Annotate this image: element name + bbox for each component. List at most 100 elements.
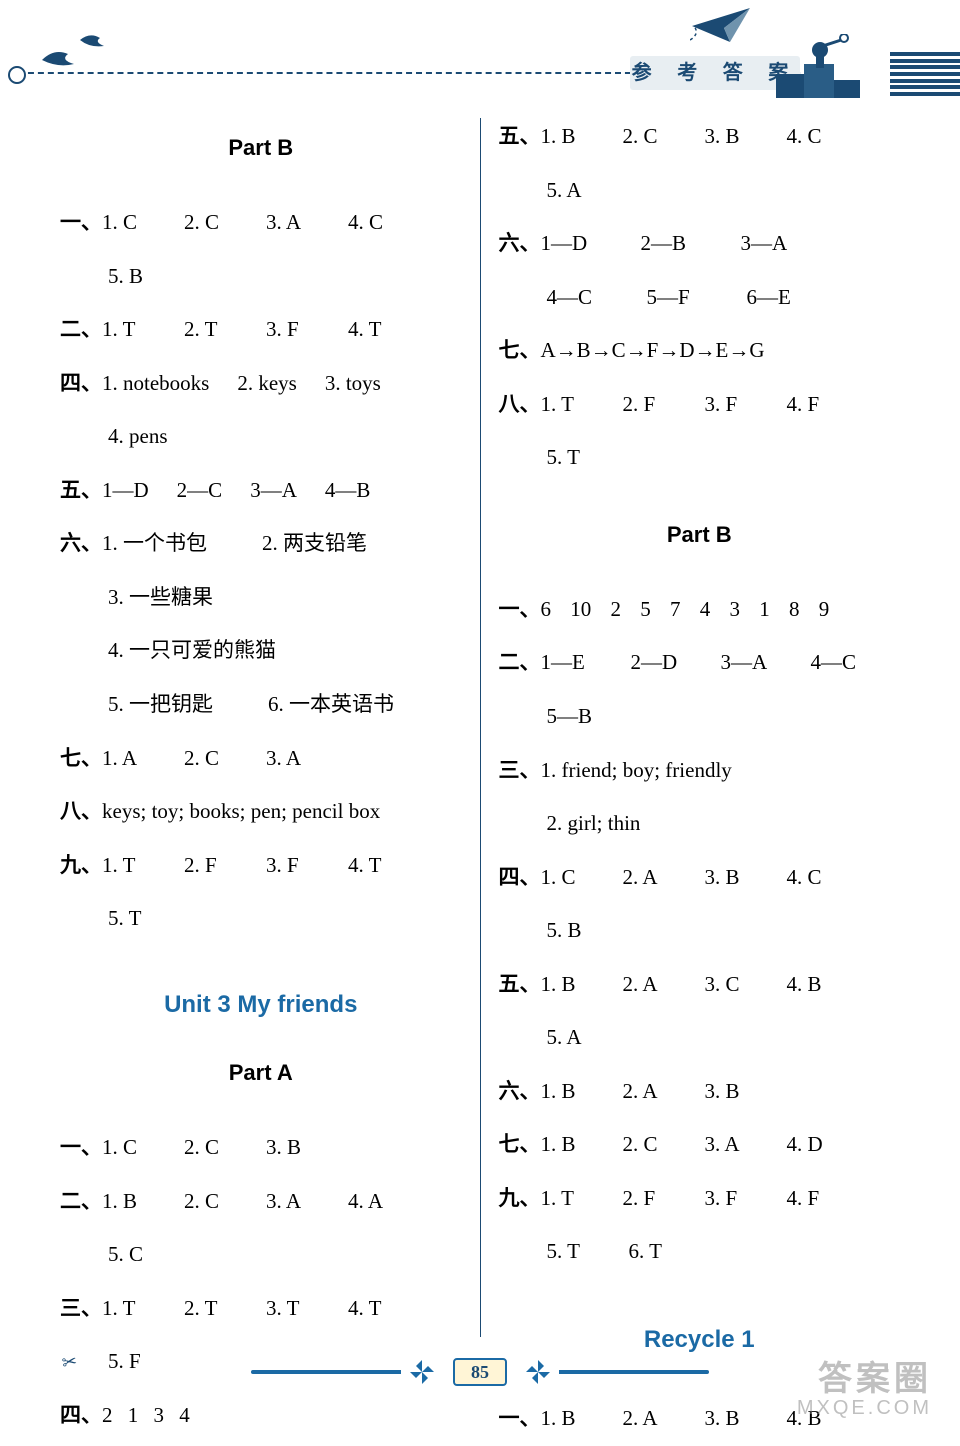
ans: 6. 一本英语书 — [268, 678, 422, 732]
ans: 3. A — [266, 732, 348, 786]
l-pb-4: 四、 1. notebooks 2. keys 3. toys — [60, 357, 462, 411]
pinwheel-right-icon — [523, 1357, 553, 1387]
ans: 2. A — [623, 851, 705, 905]
ans: 6—E — [747, 271, 819, 325]
birds-icon — [40, 30, 120, 70]
lead: 一、 — [60, 1121, 102, 1175]
ans: 5. A — [547, 1011, 610, 1065]
right-column: 五、 1. B 2. C 3. B 4. C 5. A 六、 1—D 2—B 3… — [481, 110, 901, 1337]
ans: 4. D — [787, 1118, 869, 1172]
r-pb-7: 七、 1. B 2. C 3. A 4. D — [499, 1118, 901, 1172]
ans: 2. C — [184, 1175, 266, 1229]
u3a-1: 一、 1. C 2. C 3. B — [60, 1121, 462, 1175]
ans: 3. T — [266, 1282, 348, 1336]
lead: 九、 — [499, 1172, 541, 1226]
ans: 1. friend; boy; friendly — [541, 744, 760, 798]
ans: 1—E — [541, 636, 631, 690]
ans: 3. A — [705, 1118, 787, 1172]
ans: 1. 一个书包 — [102, 517, 262, 571]
r-c-5b: 5. A — [499, 164, 901, 218]
lead: 八、 — [60, 785, 102, 839]
ans: 4. T — [348, 1282, 430, 1336]
lead: 七、 — [499, 1118, 541, 1172]
ans: 3. B — [266, 1121, 348, 1175]
ans: 3—A — [721, 636, 811, 690]
ans: 1. C — [541, 851, 623, 905]
ans: 2—C — [177, 464, 251, 518]
ans: 4—B — [325, 464, 399, 518]
ans: 2. C — [623, 1118, 705, 1172]
ans: 3. C — [705, 958, 787, 1012]
lead: 五、 — [499, 110, 541, 164]
ans: 1—D — [541, 217, 641, 271]
l-pb-6a: 六、 1. 一个书包 2. 两支铅笔 — [60, 517, 462, 571]
r-pb-5b: 5. A — [499, 1011, 901, 1065]
l-pb-9: 九、 1. T 2. F 3. F 4. T — [60, 839, 462, 893]
ans: 3. B — [705, 110, 787, 164]
ans: 3—A — [250, 464, 325, 518]
left-column: Part B 一、 1. C 2. C 3. A 4. C 5. B 二、 1.… — [60, 110, 480, 1337]
ans: 5—B — [547, 690, 621, 744]
ans: 5. B — [547, 904, 610, 958]
l-pb-4b: 4. pens — [60, 410, 462, 464]
ans: 4. T — [348, 303, 430, 357]
ans: 1. B — [541, 1392, 623, 1446]
r-c-8b: 5. T — [499, 431, 901, 485]
right-partb-title: Part B — [499, 507, 901, 563]
ans: 2. 两支铅笔 — [262, 517, 395, 571]
r-pb-3b: 2. girl; thin — [499, 797, 901, 851]
lead: 一、 — [60, 196, 102, 250]
ans: 2—B — [641, 217, 741, 271]
r-pb-2b: 5—B — [499, 690, 901, 744]
r-pb-5: 五、 1. B 2. A 3. C 4. B — [499, 958, 901, 1012]
ans: 3. B — [705, 851, 787, 905]
ans: 2. F — [623, 378, 705, 432]
lead: 六、 — [60, 517, 102, 571]
ans: 1. C — [102, 196, 184, 250]
ans: 2. F — [184, 839, 266, 893]
ans: 4. F — [787, 378, 869, 432]
pinwheel-left-icon — [407, 1357, 437, 1387]
r-pb-9: 九、 1. T 2. F 3. F 4. F — [499, 1172, 901, 1226]
l-pb-9b: 5. T — [60, 892, 462, 946]
r-pb-9b: 5. T 6. T — [499, 1225, 901, 1279]
ans: keys; toy; books; pen; pencil box — [102, 785, 408, 839]
ans: 4—C — [811, 636, 885, 690]
page-number: 85 — [453, 1358, 507, 1386]
ans: 4. C — [348, 196, 430, 250]
ans: 5. A — [547, 164, 610, 218]
ans: 2. C — [184, 196, 266, 250]
r-c-8: 八、 1. T 2. F 3. F 4. F — [499, 378, 901, 432]
ans: 2. C — [623, 110, 705, 164]
ans: 5. 一把钥匙 — [108, 678, 268, 732]
lead: 二、 — [499, 636, 541, 690]
ans: 1. notebooks — [102, 357, 237, 411]
watermark-line2: MXQE.COM — [797, 1398, 932, 1419]
l-pb-5: 五、 1—D 2—C 3—A 4—B — [60, 464, 462, 518]
r-c-7: 七、 A→B→C→F→D→E→G — [499, 324, 901, 378]
ans: 1. B — [102, 1175, 184, 1229]
ans: 2. A — [623, 1065, 705, 1119]
ans: 5. T — [547, 1225, 629, 1279]
r-c-5: 五、 1. B 2. C 3. B 4. C — [499, 110, 901, 164]
ans: 4. F — [787, 1172, 869, 1226]
ans: 3. A — [266, 1175, 348, 1229]
ans: 1. B — [541, 1065, 623, 1119]
lead: 五、 — [60, 464, 102, 518]
ans: 2. F — [623, 1172, 705, 1226]
ans: 3. F — [705, 378, 787, 432]
lead: 四、 — [60, 357, 102, 411]
watermark-line1: 答案圈 — [797, 1362, 932, 1398]
ans: 5. T — [108, 892, 169, 946]
ans: 4. C — [787, 110, 869, 164]
ans: 6 10 2 5 7 4 3 1 8 9 — [541, 583, 858, 637]
ans: 5. B — [108, 250, 171, 304]
r-pb-2: 二、 1—E 2—D 3—A 4—C — [499, 636, 901, 690]
l-pb-8: 八、 keys; toy; books; pen; pencil box — [60, 785, 462, 839]
u3a-2: 二、 1. B 2. C 3. A 4. A — [60, 1175, 462, 1229]
ans: 1. T — [541, 1172, 623, 1226]
l-pb-6c: 5. 一把钥匙 6. 一本英语书 — [60, 678, 462, 732]
ans: 4—C — [547, 271, 647, 325]
ans: 2. C — [184, 1121, 266, 1175]
l-pb-6b: 3. 一些糖果 4. 一只可爱的熊猫 — [60, 571, 462, 678]
